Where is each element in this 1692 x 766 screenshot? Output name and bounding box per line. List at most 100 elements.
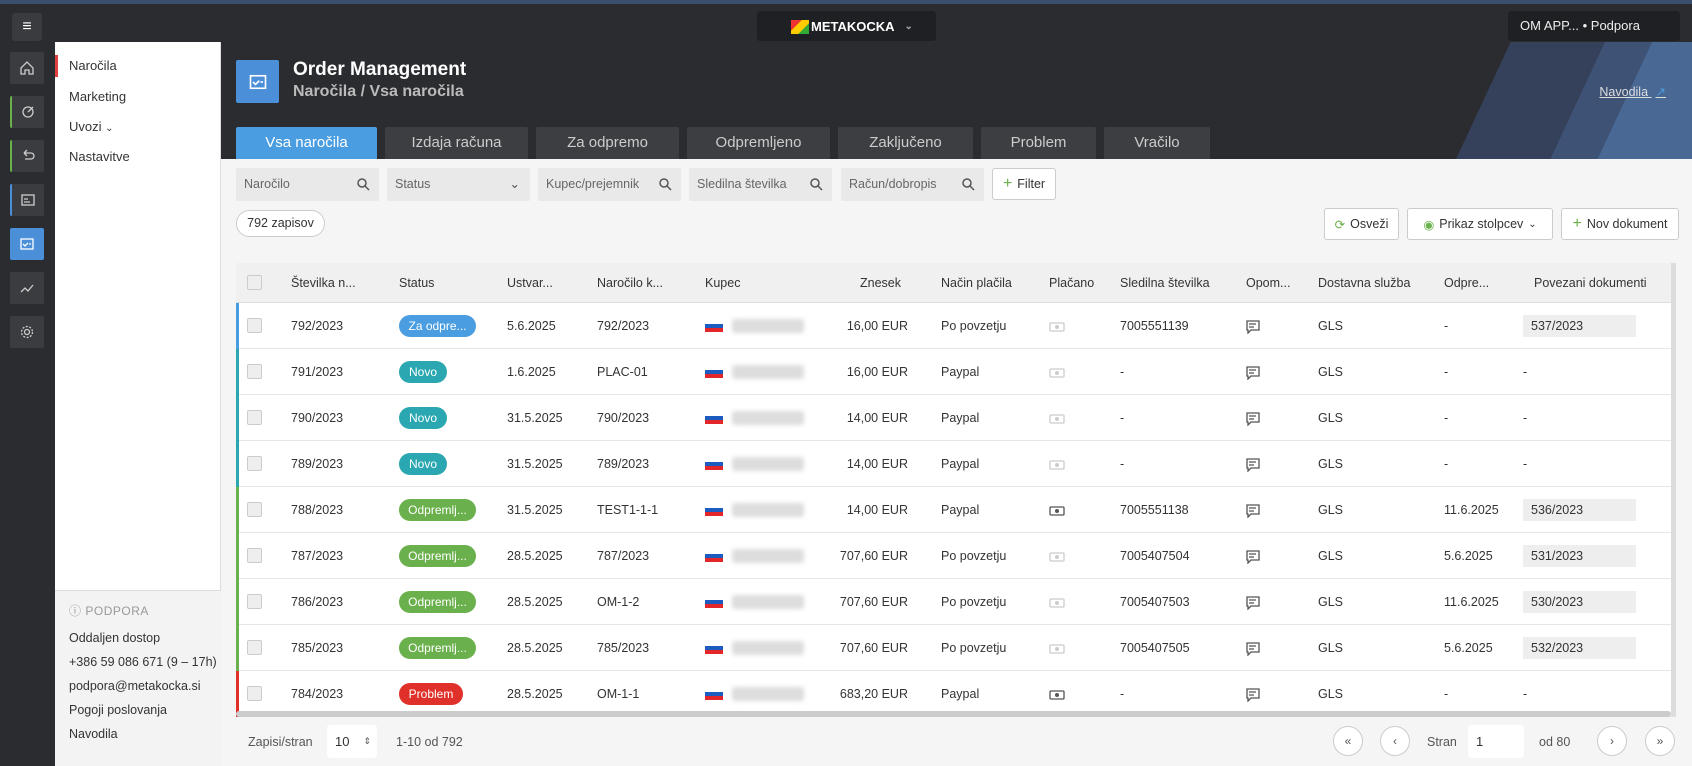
linked-document[interactable]: 531/2023 [1523,545,1636,567]
nav-item-marketing[interactable]: Marketing [69,89,127,104]
note-icon[interactable] [1246,579,1260,625]
next-page-button[interactable]: › [1597,726,1627,756]
analytics-icon[interactable] [10,272,44,304]
col-status[interactable]: Status [399,276,435,290]
tab-zakljuceno[interactable]: Zaključeno [838,127,973,159]
company-switcher[interactable]: METAKOCKA ⌄ [757,11,936,41]
linked-document[interactable]: 530/2023 [1523,591,1636,613]
per-page-select[interactable]: 10 ⇕ [327,725,377,758]
col-note[interactable]: Opom... [1246,276,1291,290]
tracking-number[interactable]: 7005407505 [1120,641,1190,655]
column-visibility-button[interactable]: ◉ Prikaz stolpcev ⌄ [1407,208,1553,240]
note-icon[interactable] [1246,349,1260,395]
note-icon[interactable] [1246,487,1260,533]
row-checkbox[interactable] [247,548,262,563]
tracking-number[interactable]: 7005407504 [1120,549,1190,563]
note-icon[interactable] [1246,303,1260,349]
order-number[interactable]: 788/2023 [291,503,344,517]
support-remote-link[interactable]: Oddaljen dostop [69,631,161,645]
tracking-number[interactable]: 7005407503 [1120,595,1190,609]
note-icon[interactable] [1246,625,1260,671]
home-icon[interactable] [10,52,44,84]
col-shipped[interactable]: Odpre... [1444,276,1490,290]
gear-icon[interactable] [10,316,44,348]
note-icon[interactable] [1246,533,1260,579]
invoice-search-input[interactable]: Račun/dobropis [841,168,984,201]
last-page-button[interactable]: » [1645,726,1675,756]
tab-odpremljeno[interactable]: Odpremljeno [687,127,830,159]
order-management-icon[interactable] [10,228,44,260]
row-checkbox[interactable] [247,594,262,609]
support-help-link[interactable]: Navodila [69,727,118,741]
customer-search-input[interactable]: Kupec/prejemnik [538,168,681,201]
note-icon[interactable] [1246,441,1260,487]
tracking-number[interactable]: - [1120,687,1125,701]
table-row[interactable]: 784/2023 Problem 28.5.2025 OM-1-1 683,20 EUR… [236,671,1671,717]
table-row[interactable]: 791/2023 Novo 1.6.2025 PLAC-01 16,00 EUR Payp… [236,349,1671,395]
table-row[interactable]: 792/2023 Za odpre... 5.6.2025 792/2023 16,00… [236,303,1671,349]
order-number[interactable]: 784/2023 [291,687,344,701]
col-delivery[interactable]: Dostavna služba [1318,276,1411,290]
first-page-button[interactable]: « [1333,726,1363,756]
support-terms-link[interactable]: Pogoji poslovanja [69,703,167,717]
tab-za-odpremo[interactable]: Za odpremo [536,127,679,159]
nav-item-uvozi[interactable]: Uvozi ⌄ [55,116,221,138]
row-checkbox[interactable] [247,410,262,425]
order-number[interactable]: 786/2023 [291,595,344,609]
order-number[interactable]: 787/2023 [291,549,344,563]
row-checkbox[interactable] [247,502,262,517]
status-select[interactable]: Status ⌄ [387,168,530,201]
marketing-icon[interactable] [10,96,44,128]
support-email-link[interactable]: podpora@metakocka.si [69,679,201,693]
page-input[interactable]: 1 [1468,725,1524,758]
filter-button[interactable]: + Filter [992,168,1056,200]
table-row[interactable]: 786/2023 Odpremlj... 28.5.2025 OM-1-2 707,60… [236,579,1671,625]
row-checkbox[interactable] [247,364,262,379]
linked-document[interactable]: 537/2023 [1523,315,1636,337]
table-row[interactable]: 787/2023 Odpremlj... 28.5.2025 787/2023 707,… [236,533,1671,579]
return-icon[interactable] [10,140,44,172]
col-paid[interactable]: Plačano [1049,276,1095,290]
tracking-number[interactable]: 7005551138 [1120,503,1189,517]
order-number[interactable]: 785/2023 [291,641,344,655]
select-all-checkbox[interactable] [247,275,262,290]
tab-izdaja-racuna[interactable]: Izdaja računa [385,127,528,159]
order-number[interactable]: 792/2023 [291,319,344,333]
note-icon[interactable] [1246,671,1260,717]
table-row[interactable]: 788/2023 Odpremlj... 31.5.2025 TEST1-1-1 14,… [236,487,1671,533]
note-icon[interactable] [1246,395,1260,441]
nav-item-nastavitve[interactable]: Nastavitve [69,149,130,164]
tab-vsa-narocila[interactable]: Vsa naročila [236,127,377,159]
row-checkbox[interactable] [247,640,262,655]
order-number[interactable]: 791/2023 [291,365,344,379]
order-number[interactable]: 789/2023 [291,457,344,471]
col-payment[interactable]: Način plačila [941,276,1012,290]
linked-document[interactable]: 532/2023 [1523,637,1636,659]
nav-item-narocila[interactable]: Naročila [55,55,221,77]
col-docs[interactable]: Povezani dokumenti [1534,276,1647,290]
horizontal-scrollbar[interactable] [236,711,1671,717]
col-order[interactable]: Naročilo k... [597,276,663,290]
tab-problem[interactable]: Problem [981,127,1096,159]
account-menu[interactable]: OM APP... • Podpora [1508,11,1680,41]
table-row[interactable]: 785/2023 Odpremlj... 28.5.2025 785/2023 707,… [236,625,1671,671]
linked-document[interactable]: 536/2023 [1523,499,1636,521]
new-document-button[interactable]: + Nov dokument [1561,208,1679,240]
refresh-button[interactable]: ⟳ Osveži [1324,208,1399,240]
help-link[interactable]: Navodila ↗ [1599,84,1666,99]
row-checkbox[interactable] [247,686,262,701]
row-checkbox[interactable] [247,456,262,471]
tracking-number[interactable]: - [1120,365,1125,379]
documents-icon[interactable] [10,184,44,216]
row-checkbox[interactable] [247,318,262,333]
order-number[interactable]: 790/2023 [291,411,344,425]
prev-page-button[interactable]: ‹ [1380,726,1410,756]
order-search-input[interactable]: Naročilo [236,168,379,201]
col-customer[interactable]: Kupec [705,276,741,290]
tracking-number[interactable]: 7005551139 [1120,319,1189,333]
tracking-number[interactable]: - [1120,457,1125,471]
tracking-number[interactable]: - [1120,411,1125,425]
col-tracking[interactable]: Sledilna številka [1120,276,1210,290]
col-created[interactable]: Ustvar... [507,276,553,290]
col-amount[interactable]: Znesek [860,276,901,290]
